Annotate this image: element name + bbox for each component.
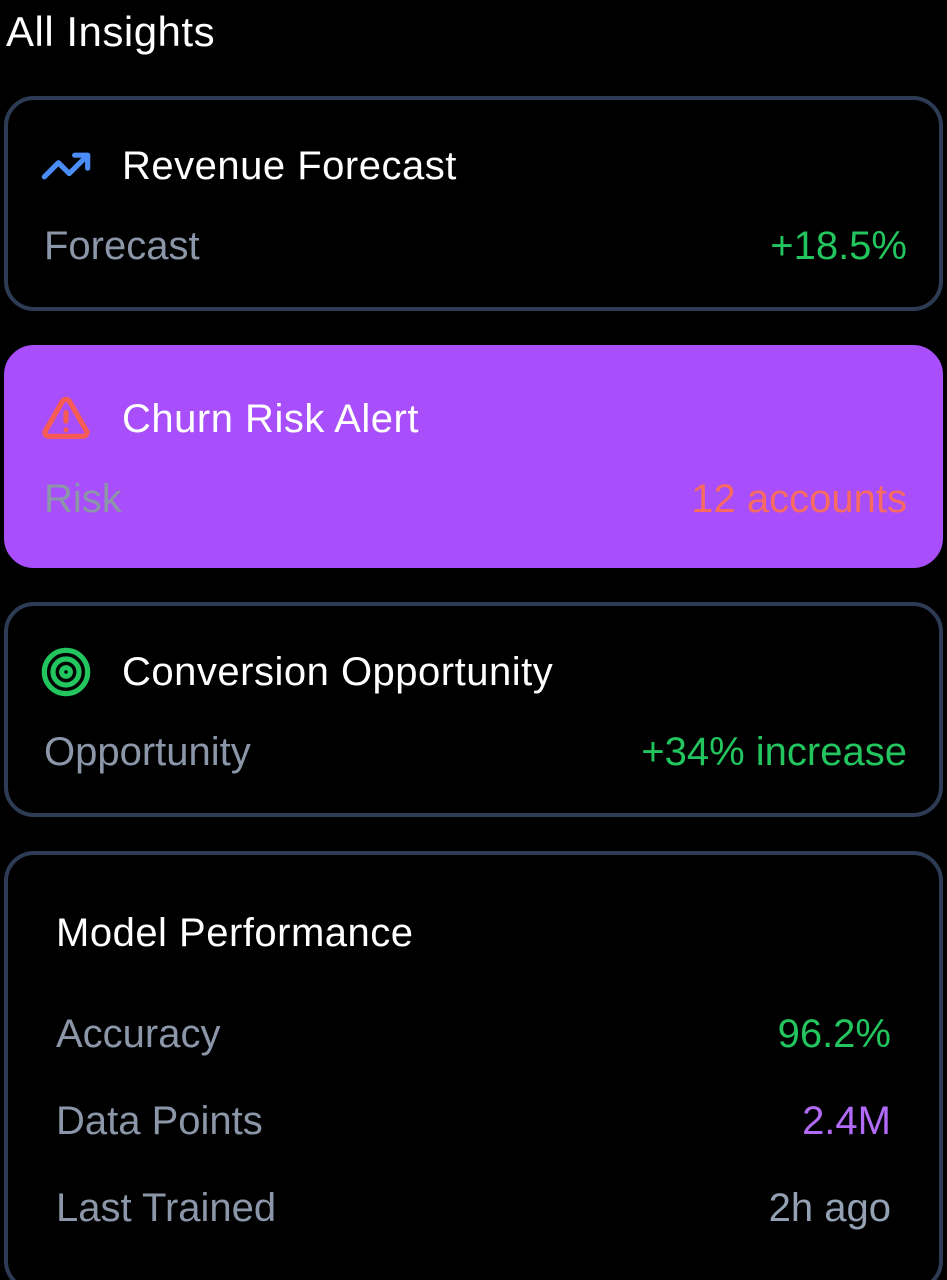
page-title: All Insights bbox=[6, 8, 216, 55]
model-performance-panel: Model Performance Accuracy 96.2% Data Po… bbox=[4, 851, 943, 1280]
metric-label: Data Points bbox=[56, 1099, 263, 1143]
insight-card-churn-risk-alert[interactable]: Churn Risk Alert Risk 12 accounts bbox=[4, 345, 943, 568]
metric-value: +34% increase bbox=[641, 730, 907, 774]
metric-value: +18.5% bbox=[770, 224, 907, 268]
card-header: Revenue Forecast bbox=[40, 140, 907, 192]
card-header: Conversion Opportunity bbox=[40, 646, 907, 698]
target-icon bbox=[41, 647, 91, 697]
card-header: Churn Risk Alert bbox=[40, 393, 907, 445]
metric-value: 12 accounts bbox=[691, 477, 907, 521]
insight-card-revenue-forecast[interactable]: Revenue Forecast Forecast +18.5% bbox=[4, 96, 943, 311]
metric-label: Forecast bbox=[44, 224, 200, 268]
metric-row-last-trained: Last Trained 2h ago bbox=[56, 1186, 891, 1231]
stats-rows: Accuracy 96.2% Data Points 2.4M Last Tra… bbox=[56, 1012, 891, 1231]
metric-row-data-points: Data Points 2.4M bbox=[56, 1099, 891, 1144]
panel-title: Model Performance bbox=[56, 911, 414, 955]
metric-row-accuracy: Accuracy 96.2% bbox=[56, 1012, 891, 1057]
metric-label: Accuracy bbox=[56, 1012, 221, 1056]
insight-card-conversion-opportunity[interactable]: Conversion Opportunity Opportunity +34% … bbox=[4, 602, 943, 817]
metric-label: Risk bbox=[44, 477, 122, 521]
card-title: Revenue Forecast bbox=[122, 143, 457, 188]
metric-value: 2.4M bbox=[802, 1099, 891, 1143]
metric-row: Risk 12 accounts bbox=[40, 477, 907, 522]
alert-triangle-icon bbox=[42, 396, 90, 439]
metric-label: Opportunity bbox=[44, 730, 251, 774]
metric-row: Opportunity +34% increase bbox=[40, 730, 907, 775]
trending-up-icon bbox=[41, 152, 91, 180]
metric-value: 2h ago bbox=[768, 1186, 891, 1230]
card-title: Churn Risk Alert bbox=[122, 396, 419, 441]
card-title: Conversion Opportunity bbox=[122, 649, 554, 694]
metric-value: 96.2% bbox=[777, 1012, 891, 1056]
metric-label: Last Trained bbox=[56, 1186, 277, 1230]
metric-row: Forecast +18.5% bbox=[40, 224, 907, 269]
